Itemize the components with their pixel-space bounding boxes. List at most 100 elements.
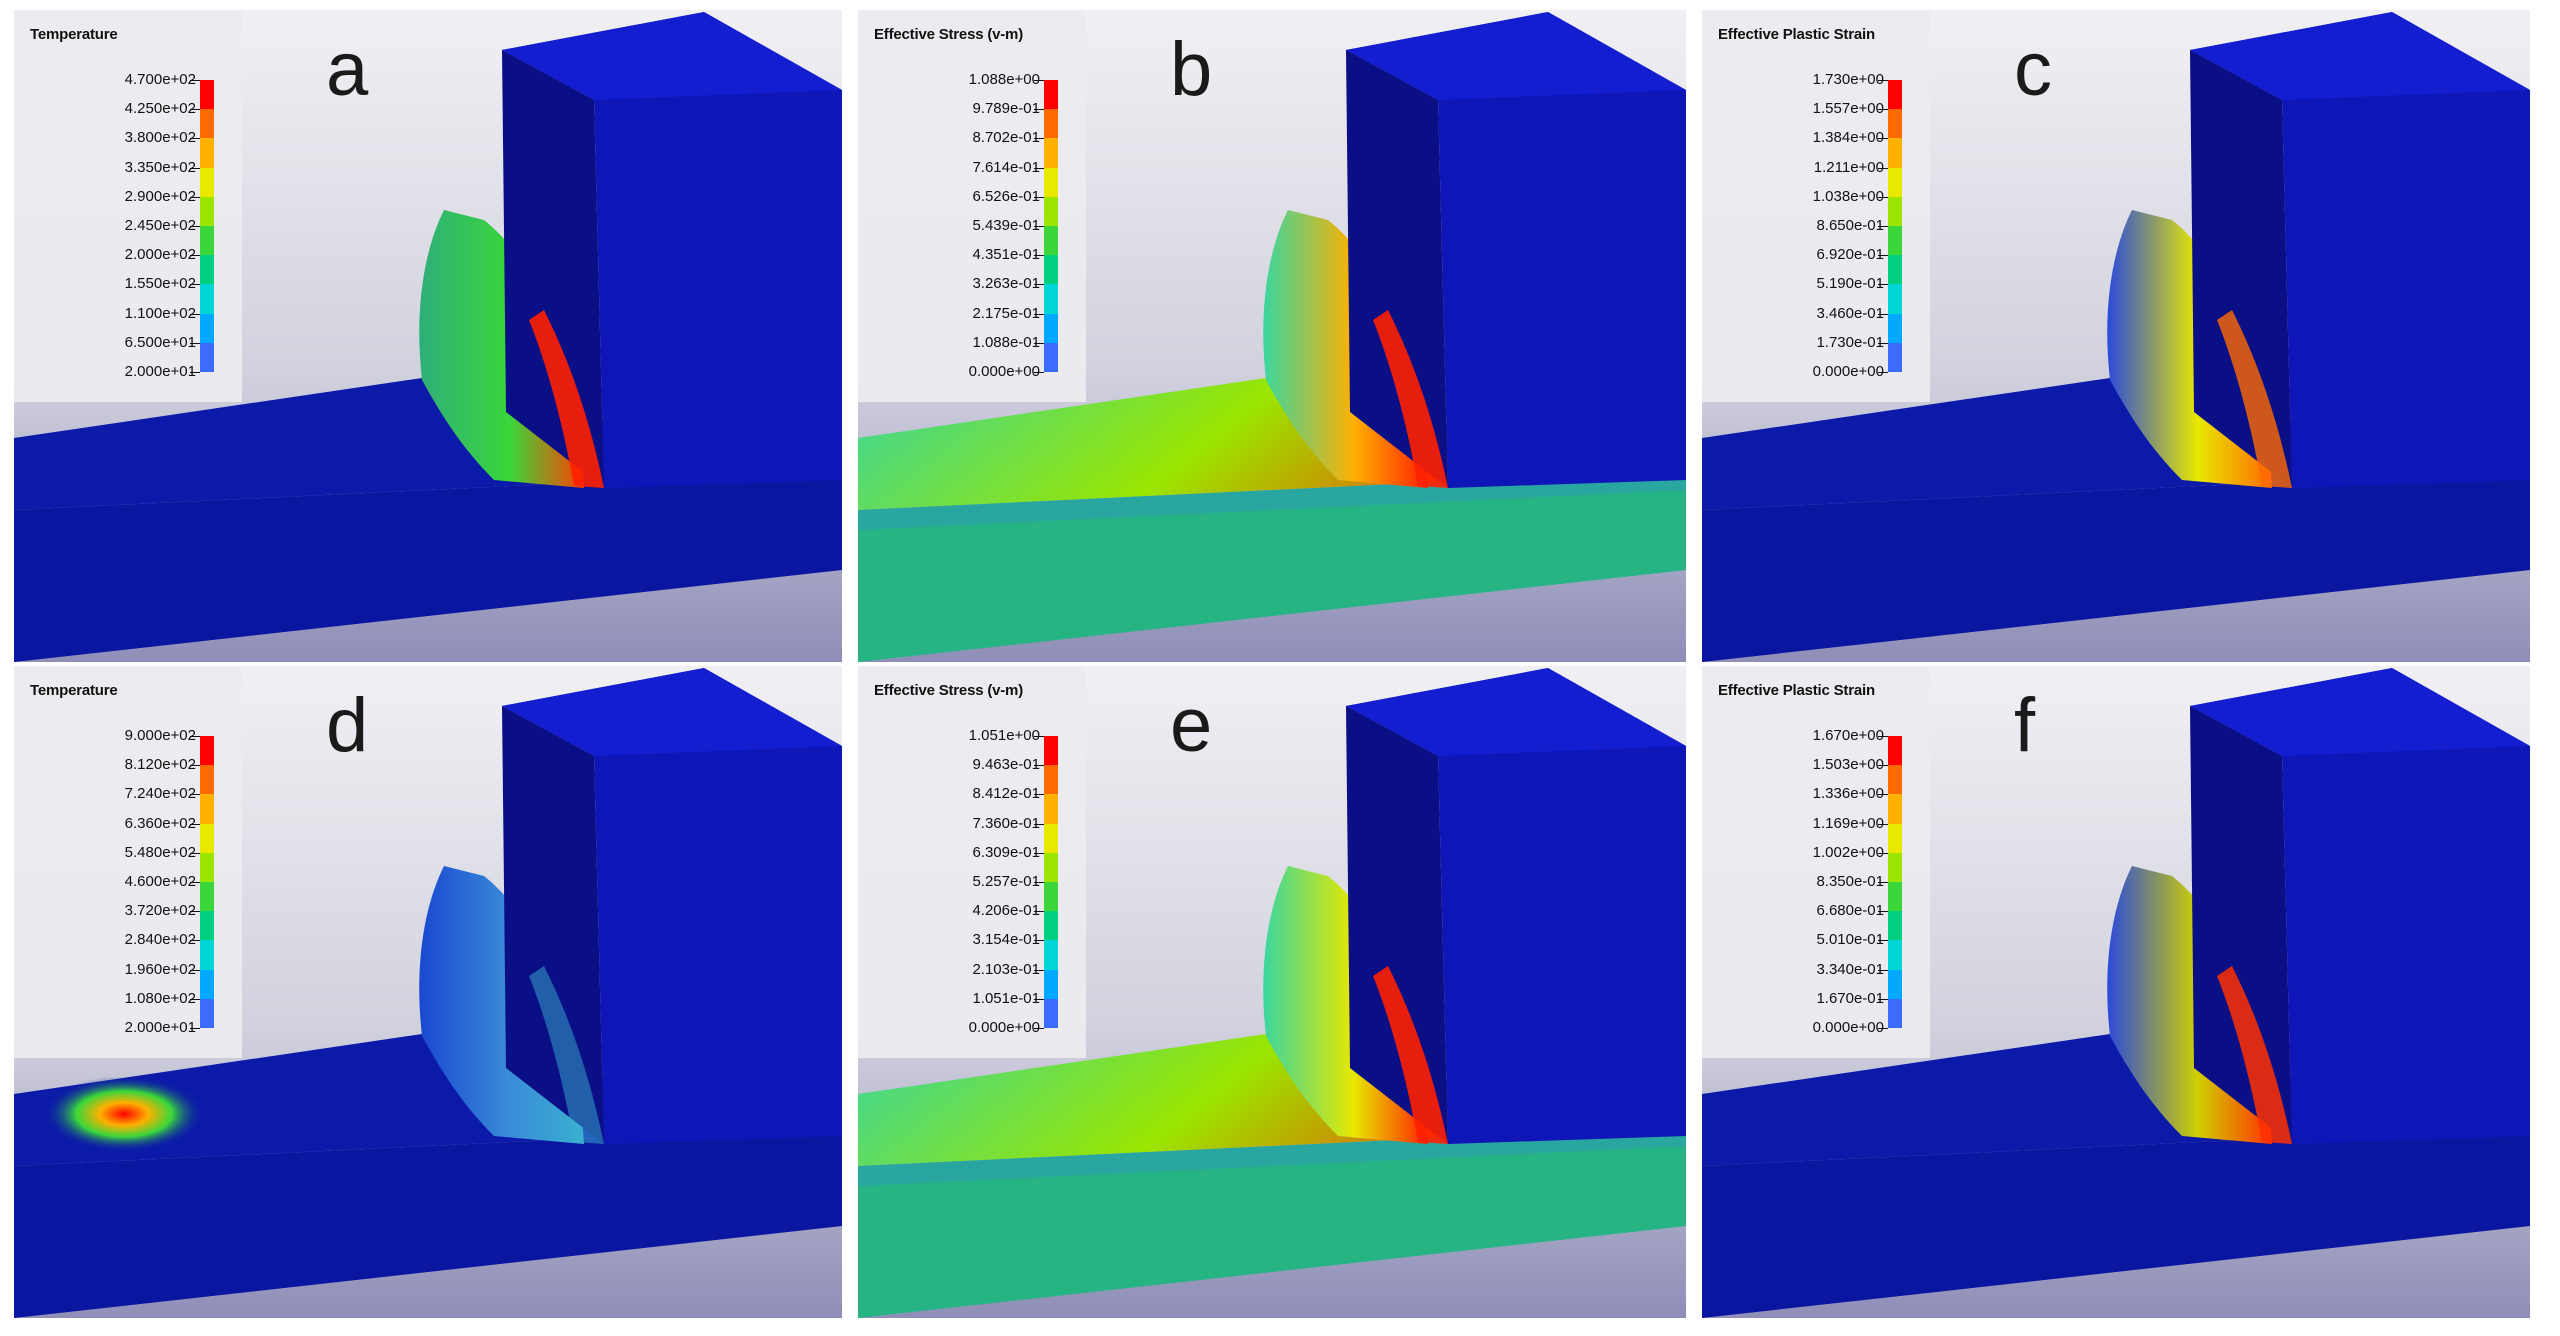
legend-color-segment bbox=[1044, 882, 1058, 912]
legend-tick-mark bbox=[1878, 226, 1888, 227]
panel-letter: a bbox=[326, 27, 369, 112]
legend-tick-label: 3.263e-01 bbox=[972, 275, 1040, 293]
legend-tick-mark bbox=[1878, 1028, 1888, 1029]
legend-tick-label: 8.120e+02 bbox=[124, 756, 196, 774]
legend-tick-mark bbox=[1034, 226, 1044, 227]
tool bbox=[1346, 668, 1686, 1144]
legend-tick-mark bbox=[1034, 284, 1044, 286]
legend-color-segment bbox=[1888, 167, 1902, 197]
legend-tick-mark bbox=[190, 852, 200, 854]
legend-tick-label: 1.336e+00 bbox=[1812, 785, 1884, 803]
legend-tick-mark bbox=[1034, 765, 1044, 767]
legend-color-segment bbox=[1888, 109, 1902, 139]
legend-tick-label: 9.463e-01 bbox=[972, 756, 1040, 774]
legend-tick-mark bbox=[1878, 342, 1888, 344]
color-legend: Effective Stress (v-m) 1.051e+00 9.463e-01… bbox=[858, 666, 1086, 1058]
legend-color-segment bbox=[200, 882, 214, 912]
legend-tick-label: 4.700e+02 bbox=[124, 71, 196, 88]
legend-tick-mark bbox=[1034, 313, 1044, 315]
legend-tick-mark bbox=[1878, 736, 1888, 737]
legend-color-segment bbox=[1044, 138, 1058, 168]
legend-color-segment bbox=[1888, 80, 1902, 110]
legend-tick-label: 1.051e+00 bbox=[968, 727, 1040, 744]
legend-tick-mark bbox=[1878, 940, 1888, 942]
legend-tick-mark bbox=[190, 226, 200, 227]
legend-tick-mark bbox=[1878, 138, 1888, 140]
legend-color-segment bbox=[200, 342, 214, 372]
legend-tick-mark bbox=[190, 940, 200, 942]
legend-tick-mark bbox=[190, 911, 200, 913]
legend-tick-label: 8.650e-01 bbox=[1816, 217, 1884, 234]
legend-tick-label: 8.350e-01 bbox=[1816, 873, 1884, 890]
legend-tick-mark bbox=[1034, 736, 1044, 737]
legend-tick-label: 1.384e+00 bbox=[1812, 129, 1884, 147]
legend-color-segment bbox=[1044, 765, 1058, 795]
legend-color-segment bbox=[200, 765, 214, 795]
workpiece-front bbox=[14, 470, 842, 662]
color-legend: Effective Plastic Strain 1.730e+00 1.557e+… bbox=[1702, 10, 1930, 402]
legend-tick-label: 9.000e+02 bbox=[124, 727, 196, 744]
legend-color-segment bbox=[1888, 226, 1902, 256]
legend-tick-mark bbox=[190, 255, 200, 257]
legend-tick-label: 7.614e-01 bbox=[972, 158, 1040, 176]
legend-color-segment bbox=[1044, 911, 1058, 941]
legend-tick-label: 9.789e-01 bbox=[972, 100, 1040, 118]
legend-color-segment bbox=[1888, 852, 1902, 882]
legend-tick-mark bbox=[1878, 823, 1888, 825]
tool bbox=[1346, 12, 1686, 488]
panel-d: Temperature 9.000e+02 8.120e+02 7.240e+02 6.… bbox=[14, 666, 842, 1318]
legend-tick-label: 2.840e+02 bbox=[124, 931, 196, 949]
legend-tick-label: 2.103e-01 bbox=[972, 960, 1040, 978]
legend-color-segment bbox=[200, 852, 214, 882]
panel-f: Effective Plastic Strain 1.670e+00 1.503e+… bbox=[1702, 666, 2530, 1318]
legend-color-segment bbox=[1044, 794, 1058, 824]
legend-tick-mark bbox=[1878, 284, 1888, 286]
legend-color-segment bbox=[1888, 736, 1902, 766]
panel-c: Effective Plastic Strain 1.730e+00 1.557e+… bbox=[1702, 10, 2530, 662]
legend-tick-mark bbox=[1034, 138, 1044, 140]
legend-tick-label: 6.680e-01 bbox=[1816, 902, 1884, 920]
legend-color-segment bbox=[1044, 313, 1058, 343]
legend-color-segment bbox=[1888, 284, 1902, 314]
legend-color-segment bbox=[1888, 823, 1902, 853]
legend-color-segment bbox=[200, 736, 214, 766]
legend-tick-label: 3.350e+02 bbox=[124, 158, 196, 176]
legend-tick-label: 6.500e+01 bbox=[124, 333, 196, 351]
legend-color-segment bbox=[200, 969, 214, 999]
legend-tick-mark bbox=[1878, 998, 1888, 1000]
legend-tick-label: 8.702e-01 bbox=[972, 129, 1040, 147]
legend-color-segment bbox=[1044, 940, 1058, 970]
legend-tick-mark bbox=[190, 284, 200, 286]
legend-tick-mark bbox=[1878, 765, 1888, 767]
legend-tick-label: 1.557e+00 bbox=[1812, 100, 1884, 118]
legend-tick-mark bbox=[1034, 196, 1044, 198]
legend-tick-label: 3.720e+02 bbox=[124, 902, 196, 920]
workpiece-front bbox=[1702, 1126, 2530, 1318]
legend-color-segment bbox=[1888, 998, 1902, 1028]
legend-color-segment bbox=[1044, 109, 1058, 139]
legend-tick-mark bbox=[190, 998, 200, 1000]
legend-tick-label: 1.670e-01 bbox=[1816, 989, 1884, 1007]
legend-tick-label: 4.250e+02 bbox=[124, 100, 196, 118]
simulation-render bbox=[14, 10, 842, 662]
legend-color-segment bbox=[200, 196, 214, 226]
legend-color-segment bbox=[200, 998, 214, 1028]
panel-e: Effective Stress (v-m) 1.051e+00 9.463e-01… bbox=[858, 666, 1686, 1318]
legend-color-segment bbox=[1888, 255, 1902, 285]
legend-tick-mark bbox=[190, 1028, 200, 1029]
legend-color-segment bbox=[1044, 969, 1058, 999]
legend-color-segment bbox=[200, 138, 214, 168]
legend-tick-mark bbox=[190, 969, 200, 971]
legend-tick-label: 5.190e-01 bbox=[1816, 275, 1884, 293]
legend-tick-label: 5.010e-01 bbox=[1816, 931, 1884, 949]
legend-tick-label: 1.730e-01 bbox=[1816, 333, 1884, 351]
legend-color-segment bbox=[1888, 342, 1902, 372]
legend-tick-mark bbox=[1878, 372, 1888, 373]
legend-tick-label: 3.154e-01 bbox=[972, 931, 1040, 949]
legend-tick-label: 5.439e-01 bbox=[972, 217, 1040, 234]
legend-title: Temperature bbox=[30, 682, 118, 699]
legend-color-segment bbox=[200, 80, 214, 110]
legend-color-segment bbox=[1044, 80, 1058, 110]
legend-color-segment bbox=[200, 255, 214, 285]
legend-tick-label: 2.000e+01 bbox=[124, 363, 196, 380]
